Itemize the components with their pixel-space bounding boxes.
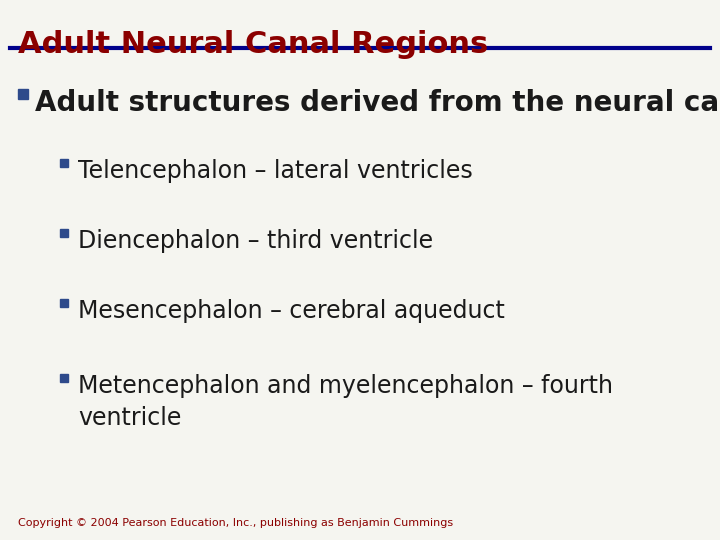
Bar — [60, 374, 68, 382]
Text: Mesencephalon – cerebral aqueduct: Mesencephalon – cerebral aqueduct — [78, 299, 505, 323]
Text: Copyright © 2004 Pearson Education, Inc., publishing as Benjamin Cummings: Copyright © 2004 Pearson Education, Inc.… — [18, 518, 453, 528]
Text: Adult structures derived from the neural canal: Adult structures derived from the neural… — [35, 89, 720, 117]
Bar — [60, 299, 68, 307]
Text: Metencephalon and myelencephalon – fourth
ventricle: Metencephalon and myelencephalon – fourt… — [78, 374, 613, 430]
Bar — [60, 229, 68, 237]
Text: Diencephalon – third ventricle: Diencephalon – third ventricle — [78, 229, 433, 253]
Text: Adult Neural Canal Regions: Adult Neural Canal Regions — [18, 30, 488, 59]
Bar — [18, 89, 28, 99]
Bar — [60, 159, 68, 167]
Text: Telencephalon – lateral ventricles: Telencephalon – lateral ventricles — [78, 159, 473, 183]
